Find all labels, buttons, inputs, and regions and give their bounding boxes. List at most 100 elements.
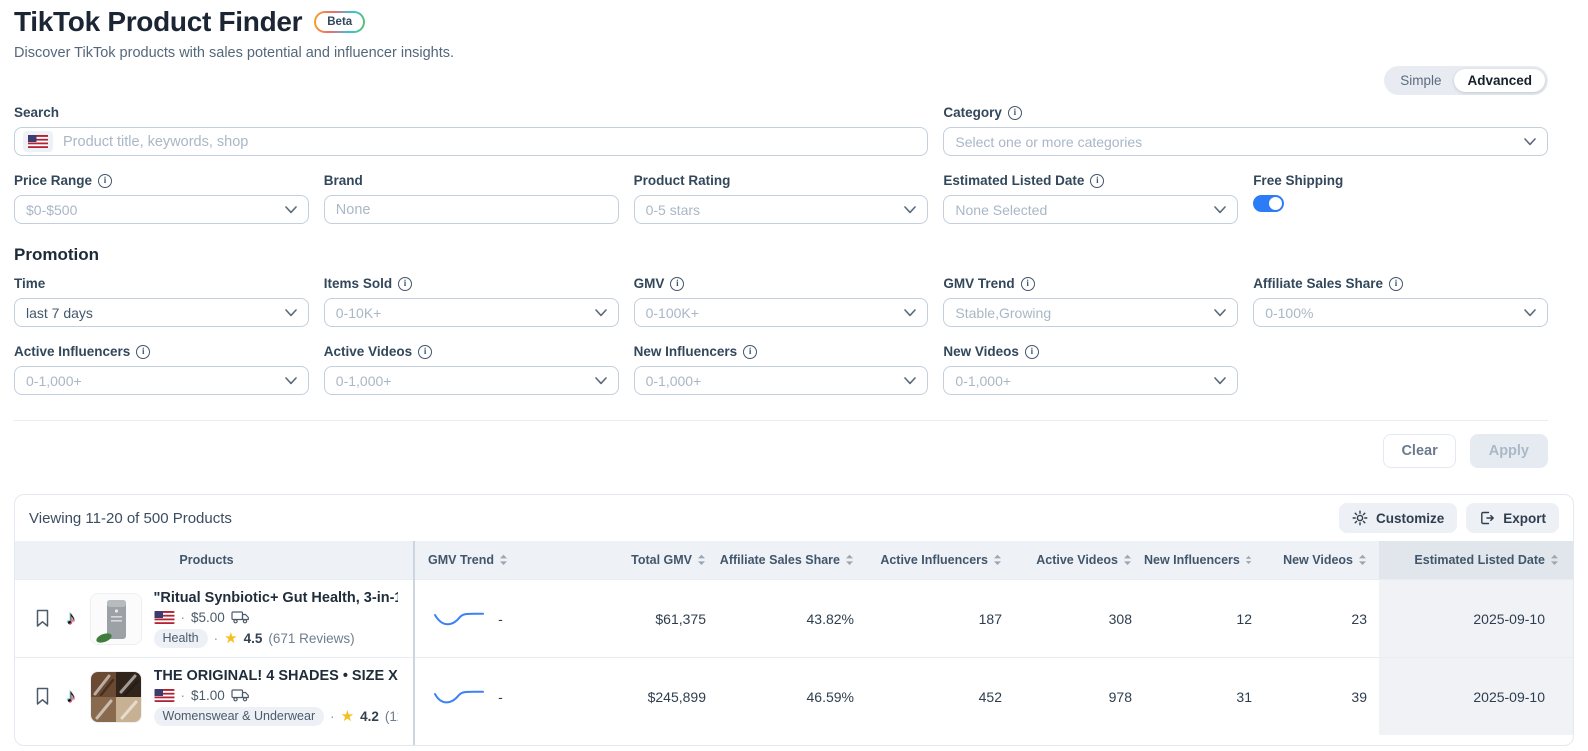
column-header-new-influencers[interactable]: New Influencers [1144, 541, 1264, 579]
category-label: Category [943, 105, 1002, 120]
tiktok-icon[interactable]: ♪ [66, 608, 76, 629]
gmv-trend-sparkline [434, 612, 485, 625]
us-flag-icon [154, 688, 174, 702]
new-videos-select[interactable]: 0-1,000+ [943, 366, 1239, 395]
info-icon[interactable] [1389, 276, 1403, 291]
search-input[interactable] [63, 133, 920, 150]
divider [14, 420, 1548, 421]
free-shipping-filter: Free Shipping [1253, 173, 1548, 224]
mode-advanced-button[interactable]: Advanced [1454, 69, 1545, 92]
active-influencers-cell: 187 [978, 610, 1002, 627]
beta-badge: Beta [314, 11, 365, 33]
product-cell: ♪ THE ORIGINAL! 4 SHADES • SIZE XS ... ·… [15, 658, 398, 735]
mode-toggle: Simple Advanced [1384, 66, 1548, 95]
time-filter: Time last 7 days [14, 276, 309, 327]
column-header-gmv-trend[interactable]: GMV Trend [398, 541, 538, 579]
active-influencers-select[interactable]: 0-1,000+ [14, 366, 309, 395]
new-influencers-label: New Influencers [633, 344, 738, 359]
gmv-trend-select[interactable]: Stable,Growing [943, 298, 1239, 327]
sort-icon [1245, 555, 1252, 564]
column-header-products[interactable]: Products [179, 553, 234, 567]
brand-label: Brand [323, 173, 363, 188]
new-videos-cell: 23 [1351, 610, 1367, 627]
info-icon[interactable] [136, 344, 151, 359]
info-icon[interactable] [743, 344, 758, 359]
product-image[interactable] [89, 670, 142, 723]
product-title[interactable]: "Ritual Synbiotic+ Gut Health, 3-in-1 ..… [153, 589, 399, 606]
active-videos-cell: 308 [1108, 610, 1132, 627]
product-title[interactable]: THE ORIGINAL! 4 SHADES • SIZE XS ... [153, 667, 399, 684]
product-price: $1.00 [191, 687, 225, 703]
review-count: (671 Reviews) [268, 630, 355, 646]
filter-actions: Clear Apply [14, 434, 1548, 468]
sort-icon [1359, 554, 1366, 565]
apply-button[interactable]: Apply [1469, 434, 1548, 468]
page-subtitle: Discover TikTok products with sales pote… [14, 45, 455, 61]
free-shipping-toggle[interactable] [1253, 195, 1285, 212]
active-influencers-filter: Active Influencers 0-1,000+ [14, 344, 309, 395]
info-icon[interactable] [670, 276, 685, 291]
star-icon: ★ [224, 629, 238, 647]
affiliate-sales-share-cell: 46.59% [806, 688, 854, 705]
info-icon[interactable] [398, 276, 413, 291]
brand-filter: Brand [323, 173, 619, 224]
column-header-new-videos[interactable]: New Videos [1264, 541, 1379, 579]
bookmark-icon[interactable] [35, 609, 50, 628]
customize-button[interactable]: Customize [1338, 503, 1458, 533]
total-gmv-cell: $61,375 [655, 610, 706, 627]
estimated-listed-date-cell: 2025-09-10 [1379, 580, 1573, 657]
gmv-select[interactable]: 0-100K+ [633, 298, 929, 327]
time-select[interactable]: last 7 days [14, 298, 309, 327]
export-button[interactable]: Export [1466, 503, 1559, 533]
clear-button[interactable]: Clear [1383, 434, 1456, 468]
category-select[interactable]: Select one or more categories [943, 127, 1548, 156]
affiliate-sales-share-select[interactable]: 0-100% [1253, 298, 1548, 327]
info-icon[interactable] [98, 173, 113, 188]
active-videos-select[interactable]: 0-1,000+ [323, 366, 619, 395]
gmv-trend-filter: GMV Trend Stable,Growing [943, 276, 1239, 327]
chevron-down-icon [284, 205, 297, 213]
info-icon[interactable] [1090, 173, 1105, 188]
column-resize-divider[interactable] [413, 541, 415, 745]
truck-icon [231, 611, 249, 624]
active-videos-filter: Active Videos 0-1,000+ [323, 344, 619, 395]
column-header-active-videos[interactable]: Active Videos [1014, 541, 1144, 579]
price-range-filter: Price Range $0-$500 [14, 173, 309, 224]
product-rating: 4.2 [360, 708, 379, 724]
estimated-listed-date-label: Estimated Listed Date [943, 173, 1085, 188]
product-cell: ♪ "Ritual Synbiotic+ Gut Health, 3-in-1 … [15, 580, 398, 657]
chevron-down-icon [1524, 308, 1536, 316]
new-influencers-select[interactable]: 0-1,000+ [633, 366, 929, 395]
product-rating-select[interactable]: 0-5 stars [633, 195, 929, 224]
chevron-down-icon [1214, 376, 1226, 384]
affiliate-sales-share-label: Affiliate Sales Share [1253, 276, 1383, 291]
estimated-listed-date-filter: Estimated Listed Date None Selected [943, 173, 1239, 224]
info-icon[interactable] [418, 344, 433, 359]
info-icon[interactable] [1024, 344, 1039, 359]
estimated-listed-date-select[interactable]: None Selected [943, 195, 1239, 224]
price-range-select[interactable]: $0-$500 [14, 195, 309, 224]
new-videos-cell: 39 [1351, 688, 1367, 705]
items-sold-filter: Items Sold 0-10K+ [323, 276, 619, 327]
mode-simple-button[interactable]: Simple [1400, 73, 1442, 88]
bookmark-icon[interactable] [35, 687, 50, 706]
search-label: Search [14, 105, 60, 120]
column-header-affiliate-sales-share[interactable]: Affiliate Sales Share [718, 541, 866, 579]
review-count: (12,93 [384, 708, 398, 724]
gmv-trend-value: - [498, 688, 503, 705]
chevron-down-icon [594, 376, 607, 384]
info-icon[interactable] [1007, 105, 1022, 120]
affiliate-sales-share-filter: Affiliate Sales Share 0-100% [1253, 276, 1548, 327]
items-sold-select[interactable]: 0-10K+ [323, 298, 619, 327]
free-shipping-label: Free Shipping [1253, 173, 1344, 188]
table-header-row: Products GMV Trend Total GMV Affiliate S… [15, 541, 1573, 579]
product-image[interactable] [89, 592, 142, 645]
column-header-total-gmv[interactable]: Total GMV [538, 541, 718, 579]
brand-input[interactable] [335, 201, 607, 218]
sort-icon [846, 554, 853, 565]
column-header-active-influencers[interactable]: Active Influencers [866, 541, 1014, 579]
products-table-card: Viewing 11-20 of 500 Products Customize … [14, 494, 1574, 746]
column-header-estimated-listed-date[interactable]: Estimated Listed Date [1379, 541, 1573, 579]
info-icon[interactable] [1020, 276, 1035, 291]
tiktok-icon[interactable]: ♪ [66, 686, 76, 707]
